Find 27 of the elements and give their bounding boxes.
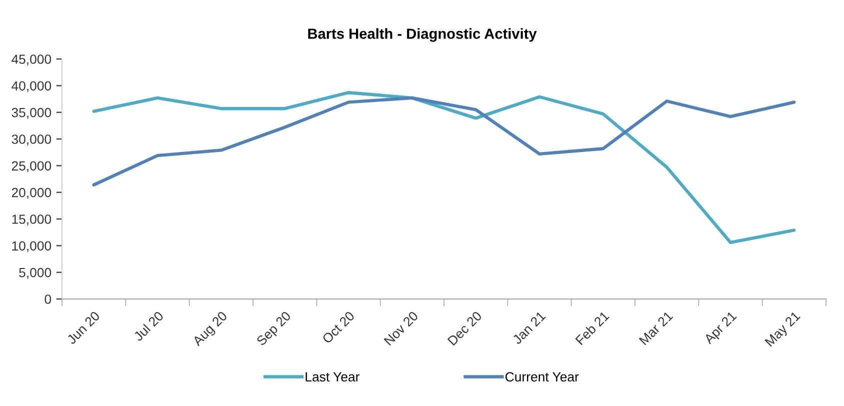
x-tick-label: Apr 21 <box>703 310 739 346</box>
x-tick-label: Oct 20 <box>322 310 355 344</box>
legend-label: Current Year <box>506 372 579 382</box>
x-tick-label: Dec 20 <box>447 310 482 346</box>
y-tick-label: 20,000 <box>12 188 52 199</box>
y-tick-label: 0 <box>44 294 52 304</box>
line-series <box>92 91 796 244</box>
y-tick-label: 40,000 <box>12 81 52 92</box>
x-tick-label: Feb 21 <box>574 310 610 346</box>
legend-label: Last Year <box>306 372 360 382</box>
x-tick-label: Mar 21 <box>638 310 674 346</box>
x-tick-label: Aug 20 <box>192 310 230 348</box>
chart-title: Barts Health - Diagnostic Activity <box>308 28 537 42</box>
y-tick-label: 35,000 <box>12 108 52 119</box>
x-tick-label: Jun 20 <box>66 310 100 345</box>
y-tick-label: 5,000 <box>19 268 52 279</box>
y-tick-label: 25,000 <box>12 161 52 172</box>
y-tick-label: 30,000 <box>12 134 52 146</box>
x-tick-label: May 21 <box>764 310 802 349</box>
x-tick-label: Nov 20 <box>384 310 419 346</box>
x-tick-label: Sep 20 <box>256 310 294 348</box>
x-tick-label: Jan 21 <box>512 310 546 345</box>
y-tick-label: 15,000 <box>12 214 52 226</box>
line-series <box>92 96 796 186</box>
y-tick-label: 45,000 <box>12 54 52 66</box>
y-tick-label: 10,000 <box>12 241 52 252</box>
x-tick-label: Jul 20 <box>132 310 164 342</box>
